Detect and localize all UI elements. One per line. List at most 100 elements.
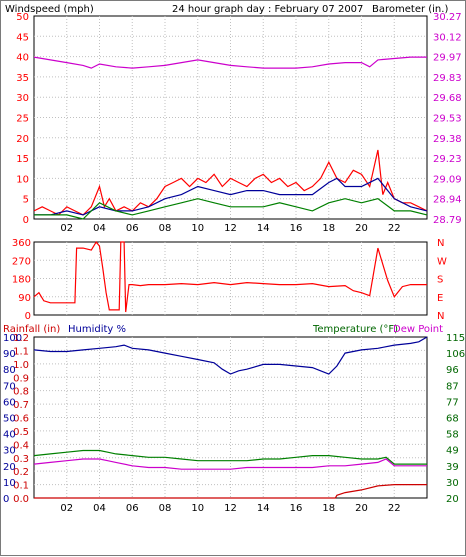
rainfall-tick: 1.2 — [13, 333, 29, 344]
hour-tick: 06 — [126, 503, 139, 514]
humidity-tick: 30 — [3, 446, 16, 457]
temperature-axis-ticks: 115 106 96 87 77 68 58 49 39 30 20 — [446, 333, 465, 505]
hour-tick: 20 — [355, 223, 368, 234]
humidity-tick: 70 — [3, 381, 16, 392]
humidity-tick: 90 — [3, 349, 16, 360]
barometer-axis-ticks: 30.27 30.12 29.97 29.83 29.68 29.53 29.38 29.23… — [433, 12, 462, 226]
humidity-label: Humidity % — [68, 324, 126, 335]
barometer-tick: 30.27 — [433, 12, 462, 23]
temperature-tick: 115 — [446, 333, 465, 344]
hour-tick: 10 — [191, 503, 204, 514]
rainfall-axis-ticks: 1.2 1.1 1.0 0.9 0.8 0.7 0.6 0.5 0.4 0.3 0.2 0.1 0.0 — [13, 333, 29, 505]
rainfall-tick: 1.1 — [13, 346, 29, 357]
rainfall-label: Rainfall (in) — [3, 324, 60, 335]
barometer-tick: 29.97 — [433, 53, 462, 64]
rainfall-tick: 1.0 — [13, 360, 29, 371]
direction-tick: 0 — [25, 311, 31, 322]
compass-tick: N — [437, 311, 444, 322]
direction-tick: 270 — [12, 256, 31, 267]
dew-point-label: Dew Point — [393, 324, 443, 335]
windspeed-tick: 30 — [16, 93, 29, 104]
hour-tick: 18 — [322, 503, 335, 514]
hour-tick: 18 — [322, 223, 335, 234]
humidity-line — [33, 336, 428, 375]
hour-tick: 02 — [60, 503, 73, 514]
hour-tick: 20 — [355, 503, 368, 514]
rainfall-tick: 0.5 — [13, 427, 29, 438]
wind-panel-hour-ticks: 02 04 06 08 10 12 14 16 18 20 22 — [60, 223, 400, 234]
humidity-tick: 60 — [3, 397, 16, 408]
windspeed-tick: 35 — [16, 73, 29, 84]
windspeed-tick: 50 — [16, 12, 29, 23]
direction-series — [33, 240, 427, 313]
hour-tick: 08 — [159, 223, 172, 234]
temperature-label: Temperature (°F) — [312, 324, 398, 335]
humidity-tick: 20 — [3, 462, 16, 473]
gust-line — [34, 177, 428, 216]
windspeed-tick: 25 — [16, 114, 29, 125]
barometer-tick: 29.38 — [433, 134, 462, 145]
compass-tick: W — [437, 256, 447, 267]
hour-tick: 12 — [224, 223, 237, 234]
barometer-tick: 30.12 — [433, 32, 462, 43]
wind-panel-grid — [34, 16, 427, 219]
chart-title: 24 hour graph day : February 07 2007 — [172, 4, 363, 15]
windspeed-tick: 40 — [16, 53, 29, 64]
wind-line — [33, 149, 428, 216]
direction-tick: 180 — [12, 275, 31, 286]
rain-line — [34, 484, 427, 499]
rainfall-tick: 0.4 — [13, 440, 29, 451]
hour-tick: 06 — [126, 223, 139, 234]
windspeed-label: Windspeed (mph) — [5, 4, 94, 15]
hour-tick: 22 — [388, 223, 401, 234]
hour-tick: 14 — [257, 503, 270, 514]
hour-tick: 16 — [290, 503, 303, 514]
temperature-tick: 96 — [446, 365, 459, 376]
compass-tick: S — [437, 275, 443, 286]
dew-line — [33, 458, 427, 470]
windspeed-tick: 45 — [16, 32, 29, 43]
barometer-tick: 29.23 — [433, 154, 462, 165]
temperature-tick: 20 — [446, 494, 459, 505]
windspeed-tick: 5 — [23, 195, 29, 206]
avg-line — [34, 198, 428, 220]
rainfall-tick: 0.6 — [13, 414, 29, 425]
temperature-panel-hour-ticks: 02 04 06 08 10 12 14 16 18 20 22 — [60, 503, 400, 514]
hour-tick: 22 — [388, 503, 401, 514]
windspeed-tick: 0 — [23, 215, 29, 226]
barometer-tick: 29.83 — [433, 73, 462, 84]
barometer-tick: 28.79 — [433, 215, 462, 226]
hour-tick: 04 — [93, 503, 106, 514]
windspeed-tick: 20 — [16, 134, 29, 145]
humidity-tick: 10 — [3, 478, 16, 489]
barometer-tick: 29.09 — [433, 174, 462, 185]
temperature-tick: 39 — [446, 462, 459, 473]
rainfall-tick: 0.0 — [13, 494, 29, 505]
hour-tick: 08 — [159, 503, 172, 514]
direction-degree-ticks: 360 270 180 90 0 — [12, 238, 31, 322]
windspeed-tick: 15 — [16, 154, 29, 165]
temperature-tick: 77 — [446, 397, 459, 408]
direction-tick: 90 — [18, 293, 31, 304]
hour-tick: 12 — [224, 503, 237, 514]
hour-tick: 14 — [257, 223, 270, 234]
humidity-tick: 40 — [3, 430, 16, 441]
humidity-tick: 50 — [3, 414, 16, 425]
hour-tick: 10 — [191, 223, 204, 234]
barometer-tick: 29.68 — [433, 93, 462, 104]
humidity-tick: 80 — [3, 365, 16, 376]
rainfall-tick: 0.8 — [13, 387, 29, 398]
direction-line — [33, 240, 427, 313]
hour-tick: 16 — [290, 223, 303, 234]
temperature-tick: 68 — [446, 414, 459, 425]
temperature-tick: 87 — [446, 381, 459, 392]
hour-tick: 04 — [93, 223, 106, 234]
baro-line — [33, 56, 427, 69]
rainfall-tick: 0.3 — [13, 454, 29, 465]
wind-series — [33, 56, 428, 220]
direction-tick: 360 — [12, 238, 31, 249]
